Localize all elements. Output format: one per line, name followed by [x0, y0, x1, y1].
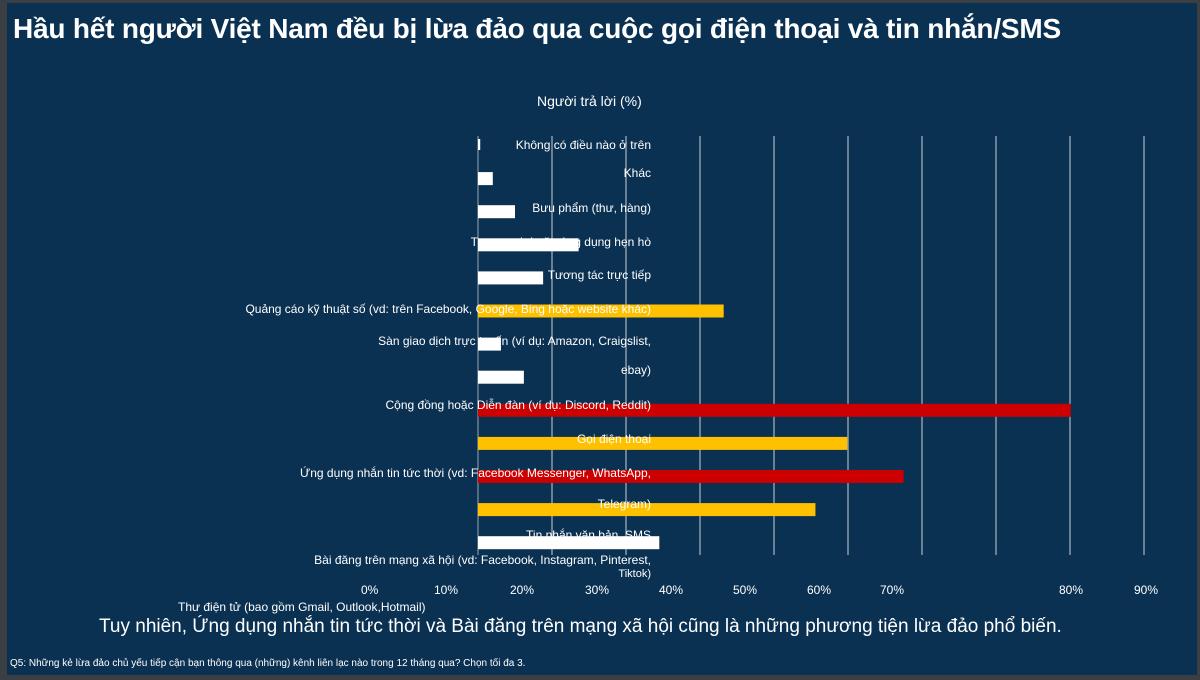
bar — [478, 470, 904, 483]
tick-label: 10% — [434, 583, 459, 597]
category-label: Ứng dụng nhắn tin tức thời (vd: Facebook… — [299, 466, 651, 480]
category-label: Trang web hoặc ứng dụng hẹn hò — [470, 235, 651, 249]
subtitle: Tuy nhiên, Ứng dụng nhắn tin tức thời và… — [99, 616, 1062, 637]
category-label: Telegram) — [597, 497, 651, 511]
bar — [478, 304, 724, 318]
category-label: Bài đăng trên mạng xã hội (vd: Facebook,… — [314, 553, 651, 567]
category-label: Sàn giao dịch trực tuyến (ví dụ: Amazon,… — [378, 334, 651, 348]
bar — [478, 271, 544, 285]
category-label: Tương tác trực tiếp — [547, 268, 651, 282]
category-label: Gọi điện thoại — [576, 432, 651, 446]
tick-label: 30% — [585, 583, 610, 597]
bar — [478, 172, 493, 186]
bar — [478, 370, 524, 384]
category-label: Bưu phẩm (thư, hàng) — [532, 201, 651, 215]
bar — [478, 139, 481, 150]
category-label: Tin nhắn văn bản, SMS — [526, 528, 651, 542]
footnote: Q5: Những kẻ lừa đảo chủ yếu tiếp cận bạ… — [10, 658, 526, 669]
bar — [478, 337, 501, 351]
category-label: Tiktok) — [618, 568, 651, 580]
category-label: Khác — [623, 166, 651, 180]
category-label: ebay) — [620, 363, 651, 377]
bar — [478, 205, 515, 219]
category-label: Quảng cáo kỹ thuật số (vd: trên Facebook… — [245, 302, 651, 316]
bar — [478, 503, 816, 517]
category-label: Thư điện tử (bao gồm Gmail, Outlook,Hotm… — [178, 600, 426, 614]
tick-label: 40% — [659, 583, 684, 597]
bar — [478, 536, 660, 550]
tick-label: 90% — [1134, 583, 1159, 597]
tick-label: 70% — [880, 583, 905, 597]
bar — [478, 238, 579, 252]
slide: Hầu hết người Việt Nam đều bị lừa đảo qu… — [7, 3, 1197, 675]
tick-label: 80% — [1059, 583, 1084, 597]
tick-label: 0% — [361, 583, 379, 597]
tick-label: 50% — [733, 583, 758, 597]
tick-label: 60% — [807, 583, 832, 597]
category-label: Không có điều nào ở trên — [515, 138, 651, 152]
tick-label: 20% — [510, 583, 535, 597]
axis-title: Người trả lời (%) — [537, 93, 642, 109]
bar — [478, 436, 848, 450]
category-label: Cộng đồng hoặc Diễn đàn (ví dụ: Discord,… — [385, 398, 651, 412]
bar — [478, 403, 1071, 417]
slide-title: Hầu hết người Việt Nam đều bị lừa đảo qu… — [13, 13, 1061, 44]
bar-chart — [477, 136, 1145, 555]
